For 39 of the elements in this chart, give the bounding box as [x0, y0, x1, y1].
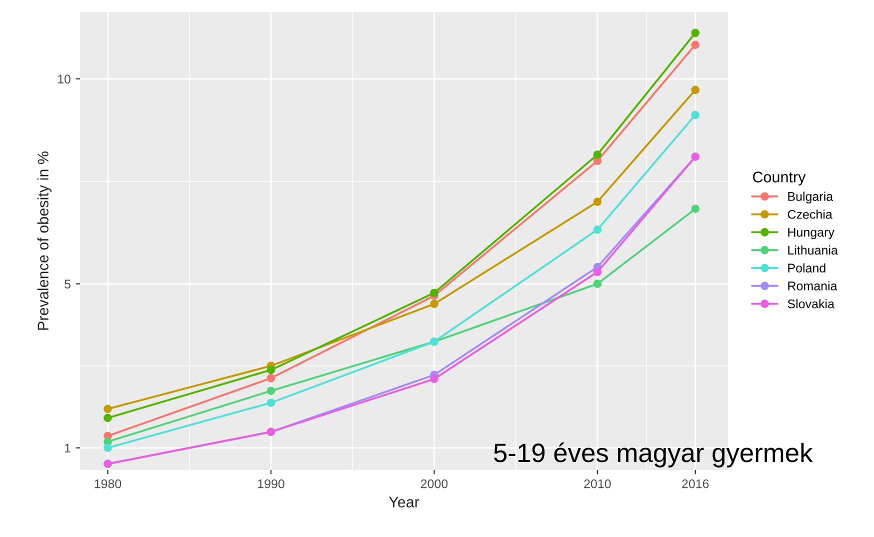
- y-tick-label: 10: [58, 74, 70, 84]
- point: [593, 150, 602, 159]
- legend-title: Country: [752, 172, 806, 186]
- point: [691, 40, 700, 49]
- x-axis-title: Year: [388, 496, 420, 508]
- point: [430, 300, 438, 308]
- point: [266, 374, 276, 382]
- legend-label: Bulgaria: [788, 192, 834, 204]
- point: [691, 110, 700, 120]
- point: [691, 204, 700, 213]
- legend-label: Romania: [788, 281, 838, 290]
- point: [593, 280, 602, 288]
- point: [266, 366, 276, 374]
- legend-label: Hungary: [788, 228, 834, 240]
- x-tick-label: 1990: [258, 479, 284, 488]
- legend-label: Poland: [788, 263, 826, 273]
- point: [104, 404, 112, 414]
- point: [593, 268, 602, 276]
- point: [104, 414, 112, 422]
- x-tick-label: 1980: [94, 479, 122, 488]
- point: [430, 374, 438, 384]
- point: [104, 444, 112, 452]
- point: [266, 398, 276, 407]
- x-tick-label: 2010: [584, 479, 611, 488]
- legend-label: Lithuania: [788, 245, 838, 255]
- x-tick-label: 2000: [420, 479, 448, 488]
- annotation: 5-19 éves magyar gyermek: [494, 442, 813, 468]
- point: [593, 198, 602, 206]
- point: [430, 288, 438, 298]
- point: [691, 28, 700, 38]
- x-tick-label: 2016: [682, 479, 709, 488]
- legend-label: Czechia: [788, 210, 832, 219]
- y-tick-label: 5: [64, 280, 70, 288]
- point: [266, 386, 276, 396]
- legend-label: Slovakia: [788, 299, 834, 308]
- y-axis-title: Prevalence of obesity in %: [37, 152, 52, 330]
- y-tick-label: 1: [64, 444, 70, 452]
- point: [593, 226, 602, 234]
- point: [691, 86, 700, 94]
